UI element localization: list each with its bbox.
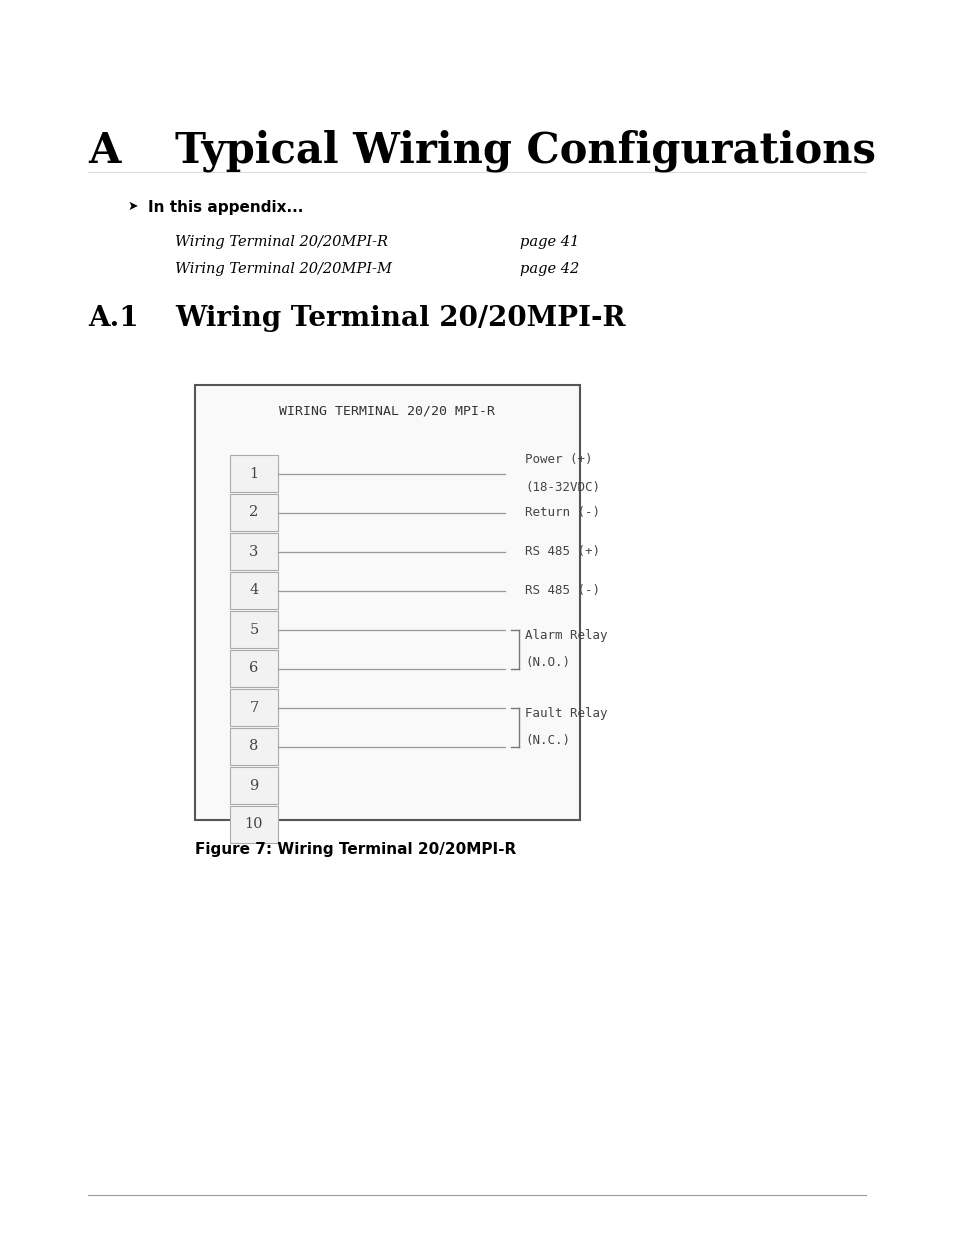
Text: 8: 8 [249, 740, 258, 753]
Text: Wiring Terminal 20/20MPI-R: Wiring Terminal 20/20MPI-R [174, 305, 625, 332]
Text: 3: 3 [249, 545, 258, 558]
Text: A.1: A.1 [88, 305, 138, 332]
Text: RS 485 (-): RS 485 (-) [524, 584, 599, 597]
Text: Typical Wiring Configurations: Typical Wiring Configurations [174, 130, 875, 173]
Text: (N.C.): (N.C.) [524, 734, 569, 747]
Text: 9: 9 [249, 778, 258, 793]
Bar [230, 806, 277, 844]
Text: Power (+): Power (+) [524, 453, 592, 467]
Bar [230, 454, 277, 492]
Text: 10: 10 [245, 818, 263, 831]
Text: 1: 1 [249, 467, 258, 480]
Text: Return (-): Return (-) [524, 506, 599, 519]
Text: 5: 5 [249, 622, 258, 636]
Text: In this appendix...: In this appendix... [148, 200, 303, 215]
Text: ➤: ➤ [128, 200, 138, 212]
Text: 4: 4 [249, 583, 258, 598]
Bar [230, 611, 277, 648]
Text: 6: 6 [249, 662, 258, 676]
Bar [230, 727, 277, 764]
Text: Alarm Relay: Alarm Relay [524, 629, 607, 642]
Bar [230, 767, 277, 804]
Bar [230, 494, 277, 531]
Bar [194, 385, 579, 820]
Text: WIRING TERMINAL 20/20 MPI-R: WIRING TERMINAL 20/20 MPI-R [279, 405, 495, 417]
Text: RS 485 (+): RS 485 (+) [524, 545, 599, 558]
Bar [230, 689, 277, 726]
Text: Figure 7: Wiring Terminal 20/20MPI-R: Figure 7: Wiring Terminal 20/20MPI-R [194, 842, 516, 857]
Text: page 42: page 42 [519, 262, 578, 275]
Bar [230, 572, 277, 609]
Text: 7: 7 [249, 700, 258, 715]
Text: A: A [88, 130, 120, 172]
Text: (N.O.): (N.O.) [524, 656, 569, 669]
Text: Wiring Terminal 20/20MPI-M: Wiring Terminal 20/20MPI-M [174, 262, 392, 275]
Bar [230, 534, 277, 571]
Bar [230, 650, 277, 687]
Text: 2: 2 [249, 505, 258, 520]
Text: (18-32VDC): (18-32VDC) [524, 480, 599, 494]
Text: Fault Relay: Fault Relay [524, 706, 607, 720]
Text: Wiring Terminal 20/20MPI-R: Wiring Terminal 20/20MPI-R [174, 235, 388, 249]
Text: page 41: page 41 [519, 235, 578, 249]
